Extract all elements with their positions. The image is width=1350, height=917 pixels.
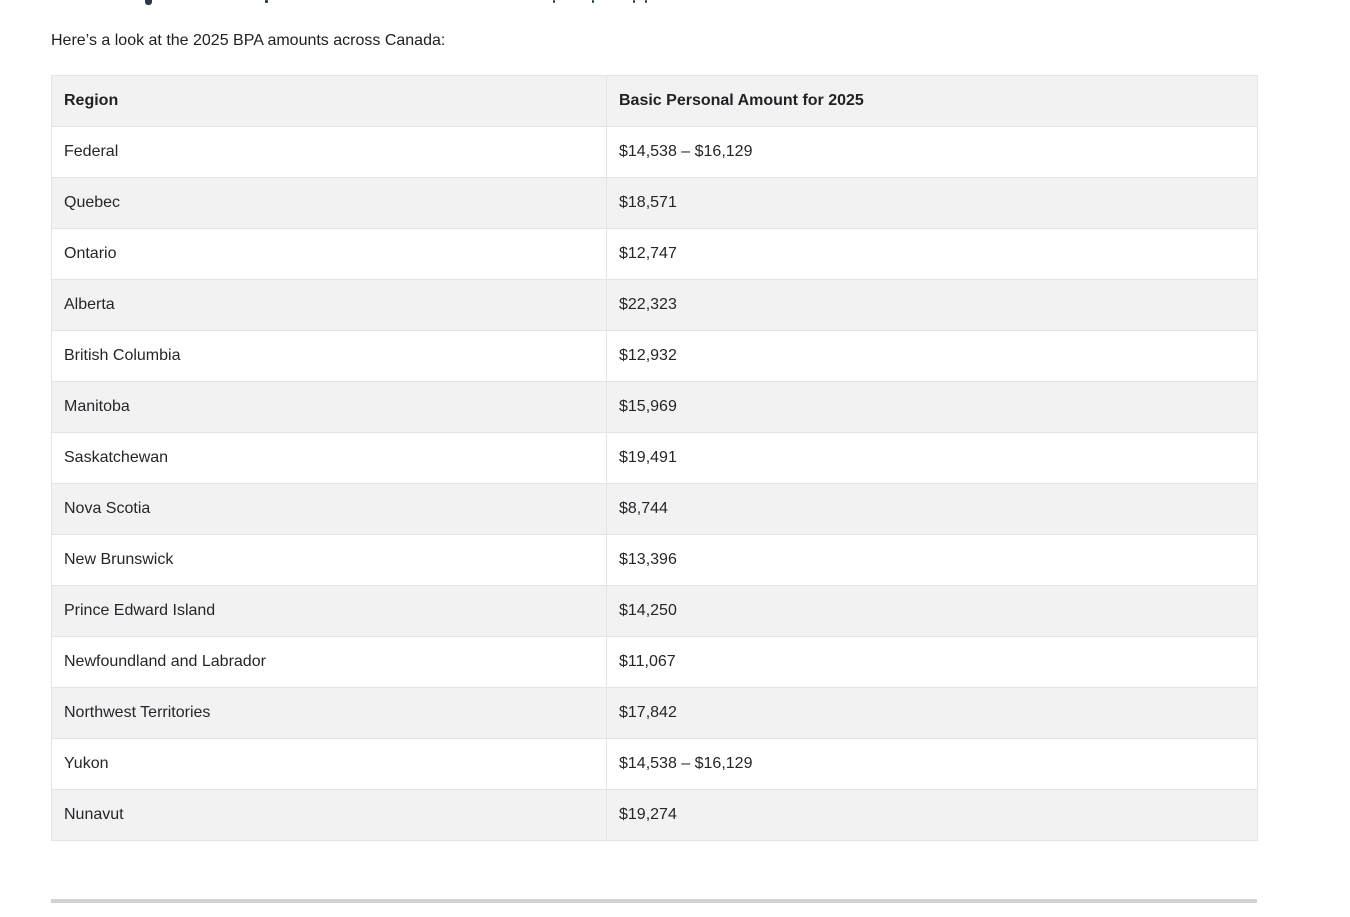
clipped-glyph-fragment: [633, 0, 635, 3]
region-cell: Saskatchewan: [51, 432, 607, 484]
table-row: Nova Scotia $8,744: [51, 483, 1258, 535]
amount-cell: $13,396: [606, 534, 1258, 586]
amount-cell: $15,969: [606, 381, 1258, 433]
clipped-glyph-fragment: [592, 0, 594, 3]
clipped-text-line: [0, 0, 1350, 6]
region-cell: New Brunswick: [51, 534, 607, 586]
amount-cell: $17,842: [606, 687, 1258, 739]
amount-cell: $18,571: [606, 177, 1258, 229]
table-row: Manitoba $15,969: [51, 381, 1258, 433]
table-row: Northwest Territories $17,842: [51, 687, 1258, 739]
clipped-glyph-fragment: [265, 0, 268, 3]
clipped-glyph-fragment: [553, 0, 555, 3]
region-cell: Manitoba: [51, 381, 607, 433]
table-row: Yukon $14,538 – $16,129: [51, 738, 1258, 790]
bpa-table: Region Basic Personal Amount for 2025 Fe…: [51, 75, 1258, 841]
amount-cell: $19,491: [606, 432, 1258, 484]
table-row: Nunavut $19,274: [51, 789, 1258, 841]
region-cell: Prince Edward Island: [51, 585, 607, 637]
amount-cell: $8,744: [606, 483, 1258, 535]
table-row: British Columbia $12,932: [51, 330, 1258, 382]
main-content: Here’s a look at the 2025 BPA amounts ac…: [51, 0, 1258, 841]
amount-cell: $14,538 – $16,129: [606, 738, 1258, 790]
intro-paragraph: Here’s a look at the 2025 BPA amounts ac…: [51, 32, 446, 49]
table-header-row: Region Basic Personal Amount for 2025: [51, 75, 1258, 127]
region-cell: Quebec: [51, 177, 607, 229]
region-cell: Northwest Territories: [51, 687, 607, 739]
amount-cell: $19,274: [606, 789, 1258, 841]
amount-cell: $12,747: [606, 228, 1258, 280]
table-row: Saskatchewan $19,491: [51, 432, 1258, 484]
table-row: New Brunswick $13,396: [51, 534, 1258, 586]
region-cell: British Columbia: [51, 330, 607, 382]
column-header-region: Region: [51, 75, 607, 127]
table-row: Quebec $18,571: [51, 177, 1258, 229]
table-row: Ontario $12,747: [51, 228, 1258, 280]
table-body: Federal $14,538 – $16,129 Quebec $18,571…: [51, 126, 1258, 841]
table-row: Newfoundland and Labrador $11,067: [51, 636, 1258, 688]
clipped-glyph-fragment: [645, 0, 647, 3]
region-cell: Alberta: [51, 279, 607, 331]
column-header-amount: Basic Personal Amount for 2025: [606, 75, 1258, 127]
region-cell: Yukon: [51, 738, 607, 790]
amount-cell: $11,067: [606, 636, 1258, 688]
amount-cell: $12,932: [606, 330, 1258, 382]
table-row: Federal $14,538 – $16,129: [51, 126, 1258, 178]
table-row: Prince Edward Island $14,250: [51, 585, 1258, 637]
table-row: Alberta $22,323: [51, 279, 1258, 331]
amount-cell: $14,250: [606, 585, 1258, 637]
clipped-glyph-fragment: [145, 0, 152, 5]
region-cell: Federal: [51, 126, 607, 178]
region-cell: Ontario: [51, 228, 607, 280]
amount-cell: $14,538 – $16,129: [606, 126, 1258, 178]
horizontal-divider: [51, 899, 1257, 903]
region-cell: Nova Scotia: [51, 483, 607, 535]
amount-cell: $22,323: [606, 279, 1258, 331]
region-cell: Newfoundland and Labrador: [51, 636, 607, 688]
region-cell: Nunavut: [51, 789, 607, 841]
